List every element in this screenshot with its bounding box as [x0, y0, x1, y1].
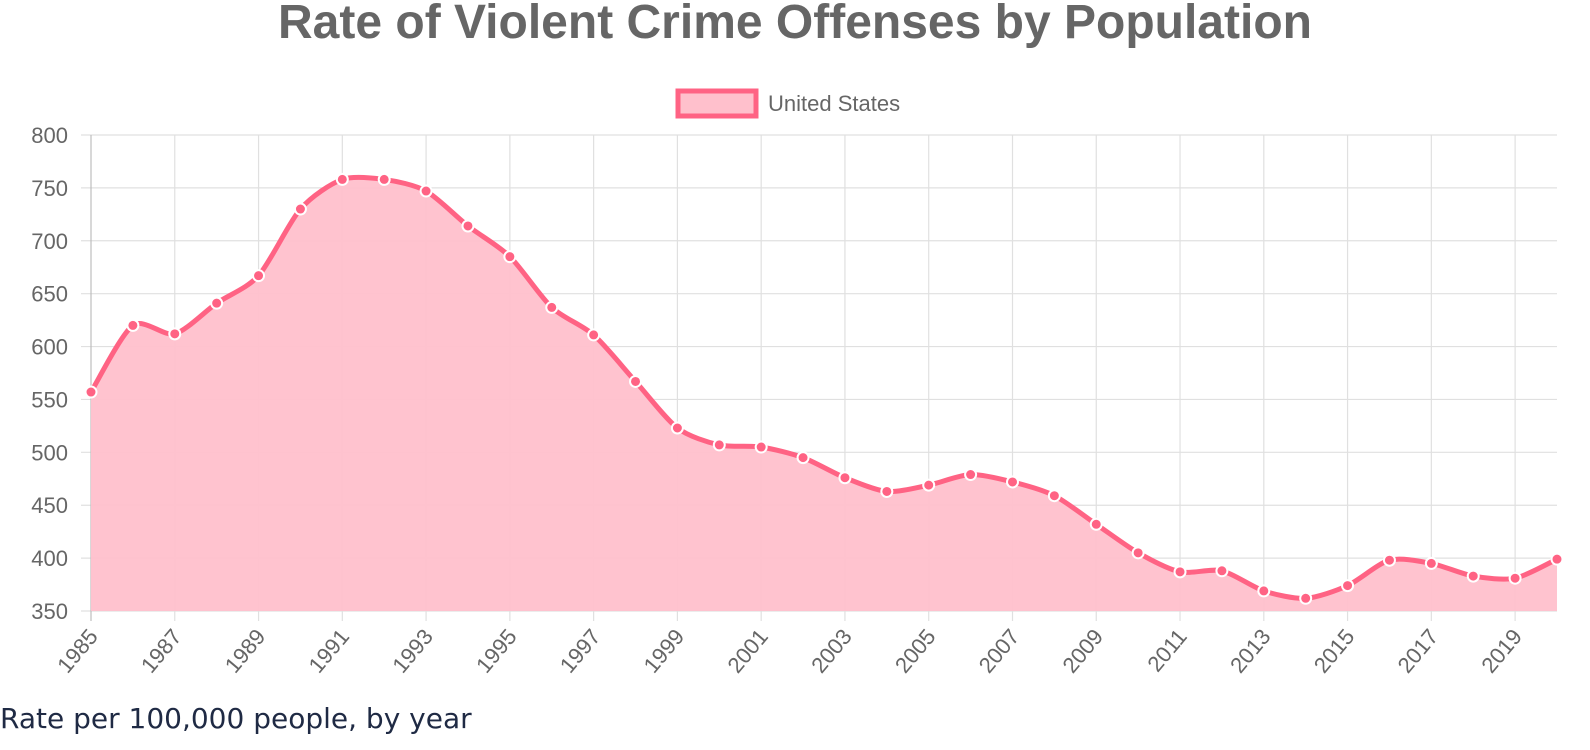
data-point[interactable] [1131, 546, 1145, 560]
x-tick-label: 1997 [555, 624, 606, 678]
data-point[interactable] [880, 484, 894, 498]
data-point[interactable] [1424, 556, 1438, 570]
data-point[interactable] [1215, 564, 1229, 578]
x-tick-label: 1995 [471, 624, 522, 678]
x-tick-label: 1989 [220, 624, 271, 678]
y-tick-label: 550 [31, 387, 68, 412]
data-point[interactable] [252, 269, 266, 283]
data-point[interactable] [1299, 591, 1313, 605]
x-tick-label: 1991 [304, 624, 355, 678]
data-point[interactable] [754, 440, 768, 454]
y-tick-label: 450 [31, 493, 68, 518]
y-tick-label: 750 [31, 176, 68, 201]
chart-title: Rate of Violent Crime Offenses by Popula… [278, 0, 1312, 49]
data-point[interactable] [1382, 553, 1396, 567]
data-point[interactable] [1005, 475, 1019, 489]
data-point[interactable] [210, 296, 224, 310]
data-point[interactable] [712, 438, 726, 452]
legend-label: United States [768, 91, 900, 116]
x-axis-ticks: 1985 1987 1989 1991 1993 1995 1997 1999 2001 2003… [52, 624, 1527, 678]
data-point[interactable] [922, 478, 936, 492]
data-point[interactable] [419, 184, 433, 198]
data-point[interactable] [1341, 579, 1355, 593]
data-point[interactable] [377, 172, 391, 186]
data-point[interactable] [293, 202, 307, 216]
data-point[interactable] [461, 219, 475, 233]
data-point[interactable] [796, 451, 810, 465]
x-tick-label: 2011 [1142, 624, 1192, 676]
x-tick-label: 1999 [639, 624, 690, 678]
x-tick-label: 2005 [890, 624, 941, 678]
y-tick-label: 700 [31, 229, 68, 254]
x-tick-label: 2015 [1309, 624, 1360, 678]
data-point[interactable] [503, 250, 517, 264]
x-tick-label: 2009 [1057, 624, 1108, 678]
data-points [84, 172, 1564, 605]
data-point[interactable] [84, 385, 98, 399]
data-point[interactable] [1508, 571, 1522, 585]
data-point[interactable] [126, 318, 140, 332]
data-point[interactable] [838, 471, 852, 485]
y-tick-label: 650 [31, 282, 68, 307]
data-point[interactable] [335, 172, 349, 186]
x-tick-label: 2013 [1225, 624, 1276, 678]
data-point[interactable] [670, 421, 684, 435]
data-point[interactable] [168, 327, 182, 341]
data-point[interactable] [587, 328, 601, 342]
y-tick-label: 350 [31, 599, 68, 624]
y-tick-label: 600 [31, 335, 68, 360]
chart-caption: Rate per 100,000 people, by year [0, 702, 472, 735]
legend[interactable]: United States [675, 88, 900, 119]
x-tick-label: 1987 [136, 624, 187, 678]
data-point[interactable] [1550, 552, 1564, 566]
x-tick-label: 2007 [974, 624, 1025, 678]
x-tick-label: 2019 [1476, 624, 1527, 678]
data-point[interactable] [1466, 569, 1480, 583]
series-area [91, 177, 1557, 611]
legend-swatch [675, 88, 759, 119]
y-tick-label: 400 [31, 546, 68, 571]
data-point[interactable] [964, 468, 978, 482]
x-tick-label: 1985 [52, 624, 103, 678]
data-point[interactable] [1257, 584, 1271, 598]
data-point[interactable] [1047, 489, 1061, 503]
x-tick-label: 2017 [1393, 624, 1444, 678]
y-axis-ticks: 800 750 700 650 600 550 500 450 400 350 [31, 123, 68, 624]
data-point[interactable] [545, 300, 559, 314]
data-point[interactable] [629, 374, 643, 388]
x-tick-label: 2003 [806, 624, 857, 678]
data-point[interactable] [1089, 517, 1103, 531]
x-tick-label: 2001 [722, 624, 773, 678]
area-fill [91, 177, 1557, 611]
y-tick-label: 800 [31, 123, 68, 148]
y-tick-label: 500 [31, 440, 68, 465]
data-point[interactable] [1173, 565, 1187, 579]
x-tick-label: 1993 [387, 624, 438, 678]
